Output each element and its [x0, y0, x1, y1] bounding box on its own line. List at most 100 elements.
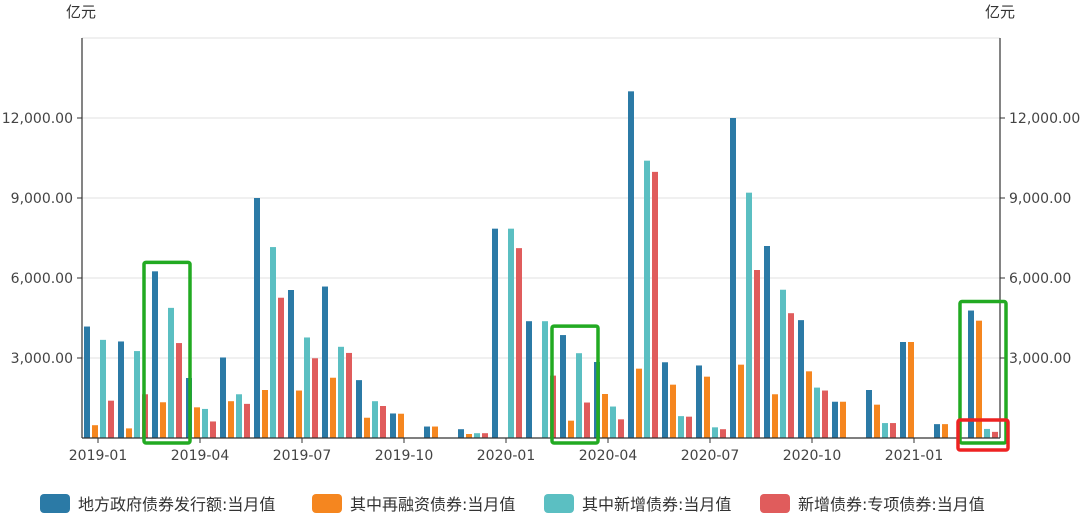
bar [984, 428, 990, 438]
bar [424, 426, 430, 438]
y-tick-label-right: 3,000.00 [1009, 351, 1071, 367]
bar [882, 423, 888, 438]
legend-label: 其中再融资债券:当月值 [350, 495, 515, 514]
bar [346, 352, 352, 438]
highlight-box [958, 299, 1008, 445]
bar [568, 420, 574, 438]
bar [322, 286, 328, 438]
bar [738, 364, 744, 438]
bar [466, 434, 472, 438]
bar [686, 416, 692, 438]
bar [602, 394, 608, 438]
bar [662, 362, 668, 438]
bar [670, 384, 676, 438]
bar [516, 248, 522, 438]
bar [262, 390, 268, 438]
bar [866, 390, 872, 438]
bar [822, 390, 828, 438]
bar [636, 368, 642, 438]
x-tick-label: 2019-01 [69, 448, 128, 464]
bar [780, 289, 786, 438]
bar [976, 320, 982, 438]
bar [678, 416, 684, 438]
bar [610, 406, 616, 438]
bar [278, 297, 284, 438]
gridlines [82, 37, 1000, 359]
bar [652, 171, 658, 438]
right-axis-unit: 亿元 [985, 3, 1015, 21]
bar [160, 402, 166, 438]
bar [176, 343, 182, 438]
x-tick-label: 2019-07 [273, 448, 332, 464]
bar [194, 407, 200, 438]
bar [628, 91, 634, 438]
highlight-box [142, 260, 192, 445]
bar [746, 192, 752, 438]
y-tick-label-right: 6,000.00 [1009, 271, 1071, 287]
bar [644, 160, 650, 438]
bar [772, 394, 778, 438]
bar [330, 377, 336, 438]
bar [874, 404, 880, 438]
bar [934, 424, 940, 438]
bar [890, 423, 896, 438]
bar [798, 320, 804, 438]
bar [152, 271, 158, 438]
bar [720, 429, 726, 438]
bar [832, 401, 838, 438]
bar [210, 421, 216, 438]
x-tick-label: 2019-04 [171, 448, 230, 464]
bar [356, 380, 362, 438]
bar [840, 401, 846, 438]
legend-swatch [544, 494, 574, 513]
legend-swatch [40, 494, 70, 513]
bar [118, 341, 124, 438]
bar [228, 401, 234, 438]
bar [806, 371, 812, 438]
bar [432, 426, 438, 438]
bar [304, 337, 310, 438]
bar [526, 321, 532, 438]
bar [508, 228, 514, 438]
bar [560, 335, 566, 438]
bar [482, 433, 488, 438]
bar [908, 342, 914, 438]
legend: 地方政府债券发行额:当月值 其中再融资债券:当月值 其中新增债券:当月值 新增债券:专… [40, 494, 985, 514]
bar [474, 433, 480, 438]
bar [576, 353, 582, 438]
y-tick-label-left: 12,000.00 [2, 111, 73, 127]
bar [100, 339, 106, 438]
x-tick-label: 2020-04 [579, 448, 638, 464]
y-tick-label-left: 3,000.00 [11, 351, 73, 367]
bar [764, 246, 770, 438]
y-tick-label-left: 9,000.00 [11, 191, 73, 207]
x-tick-label: 2020-01 [477, 448, 536, 464]
bar [814, 387, 820, 438]
bar [380, 406, 386, 438]
bar [390, 413, 396, 438]
x-tick-label: 2021-01 [885, 448, 944, 464]
legend-label: 地方政府债券发行额:当月值 [78, 495, 275, 514]
bar [712, 427, 718, 438]
x-tick-label: 2020-07 [681, 448, 740, 464]
bar [730, 118, 736, 438]
bar [84, 326, 90, 438]
bar [134, 351, 140, 438]
bar [900, 342, 906, 438]
x-tick-label: 2019-10 [375, 448, 434, 464]
bar [618, 419, 624, 438]
y-tick-label-right: 12,000.00 [1009, 111, 1080, 127]
x-tick-label: 2020-10 [783, 448, 842, 464]
bar [364, 417, 370, 438]
bars [84, 91, 998, 438]
bar [542, 321, 548, 438]
highlight-box [550, 324, 600, 445]
y-tick-label-left: 6,000.00 [11, 271, 73, 287]
bar [220, 357, 226, 438]
bar [788, 313, 794, 438]
bar [696, 365, 702, 438]
bar [992, 431, 998, 438]
bar [492, 228, 498, 438]
legend-swatch [312, 494, 342, 513]
